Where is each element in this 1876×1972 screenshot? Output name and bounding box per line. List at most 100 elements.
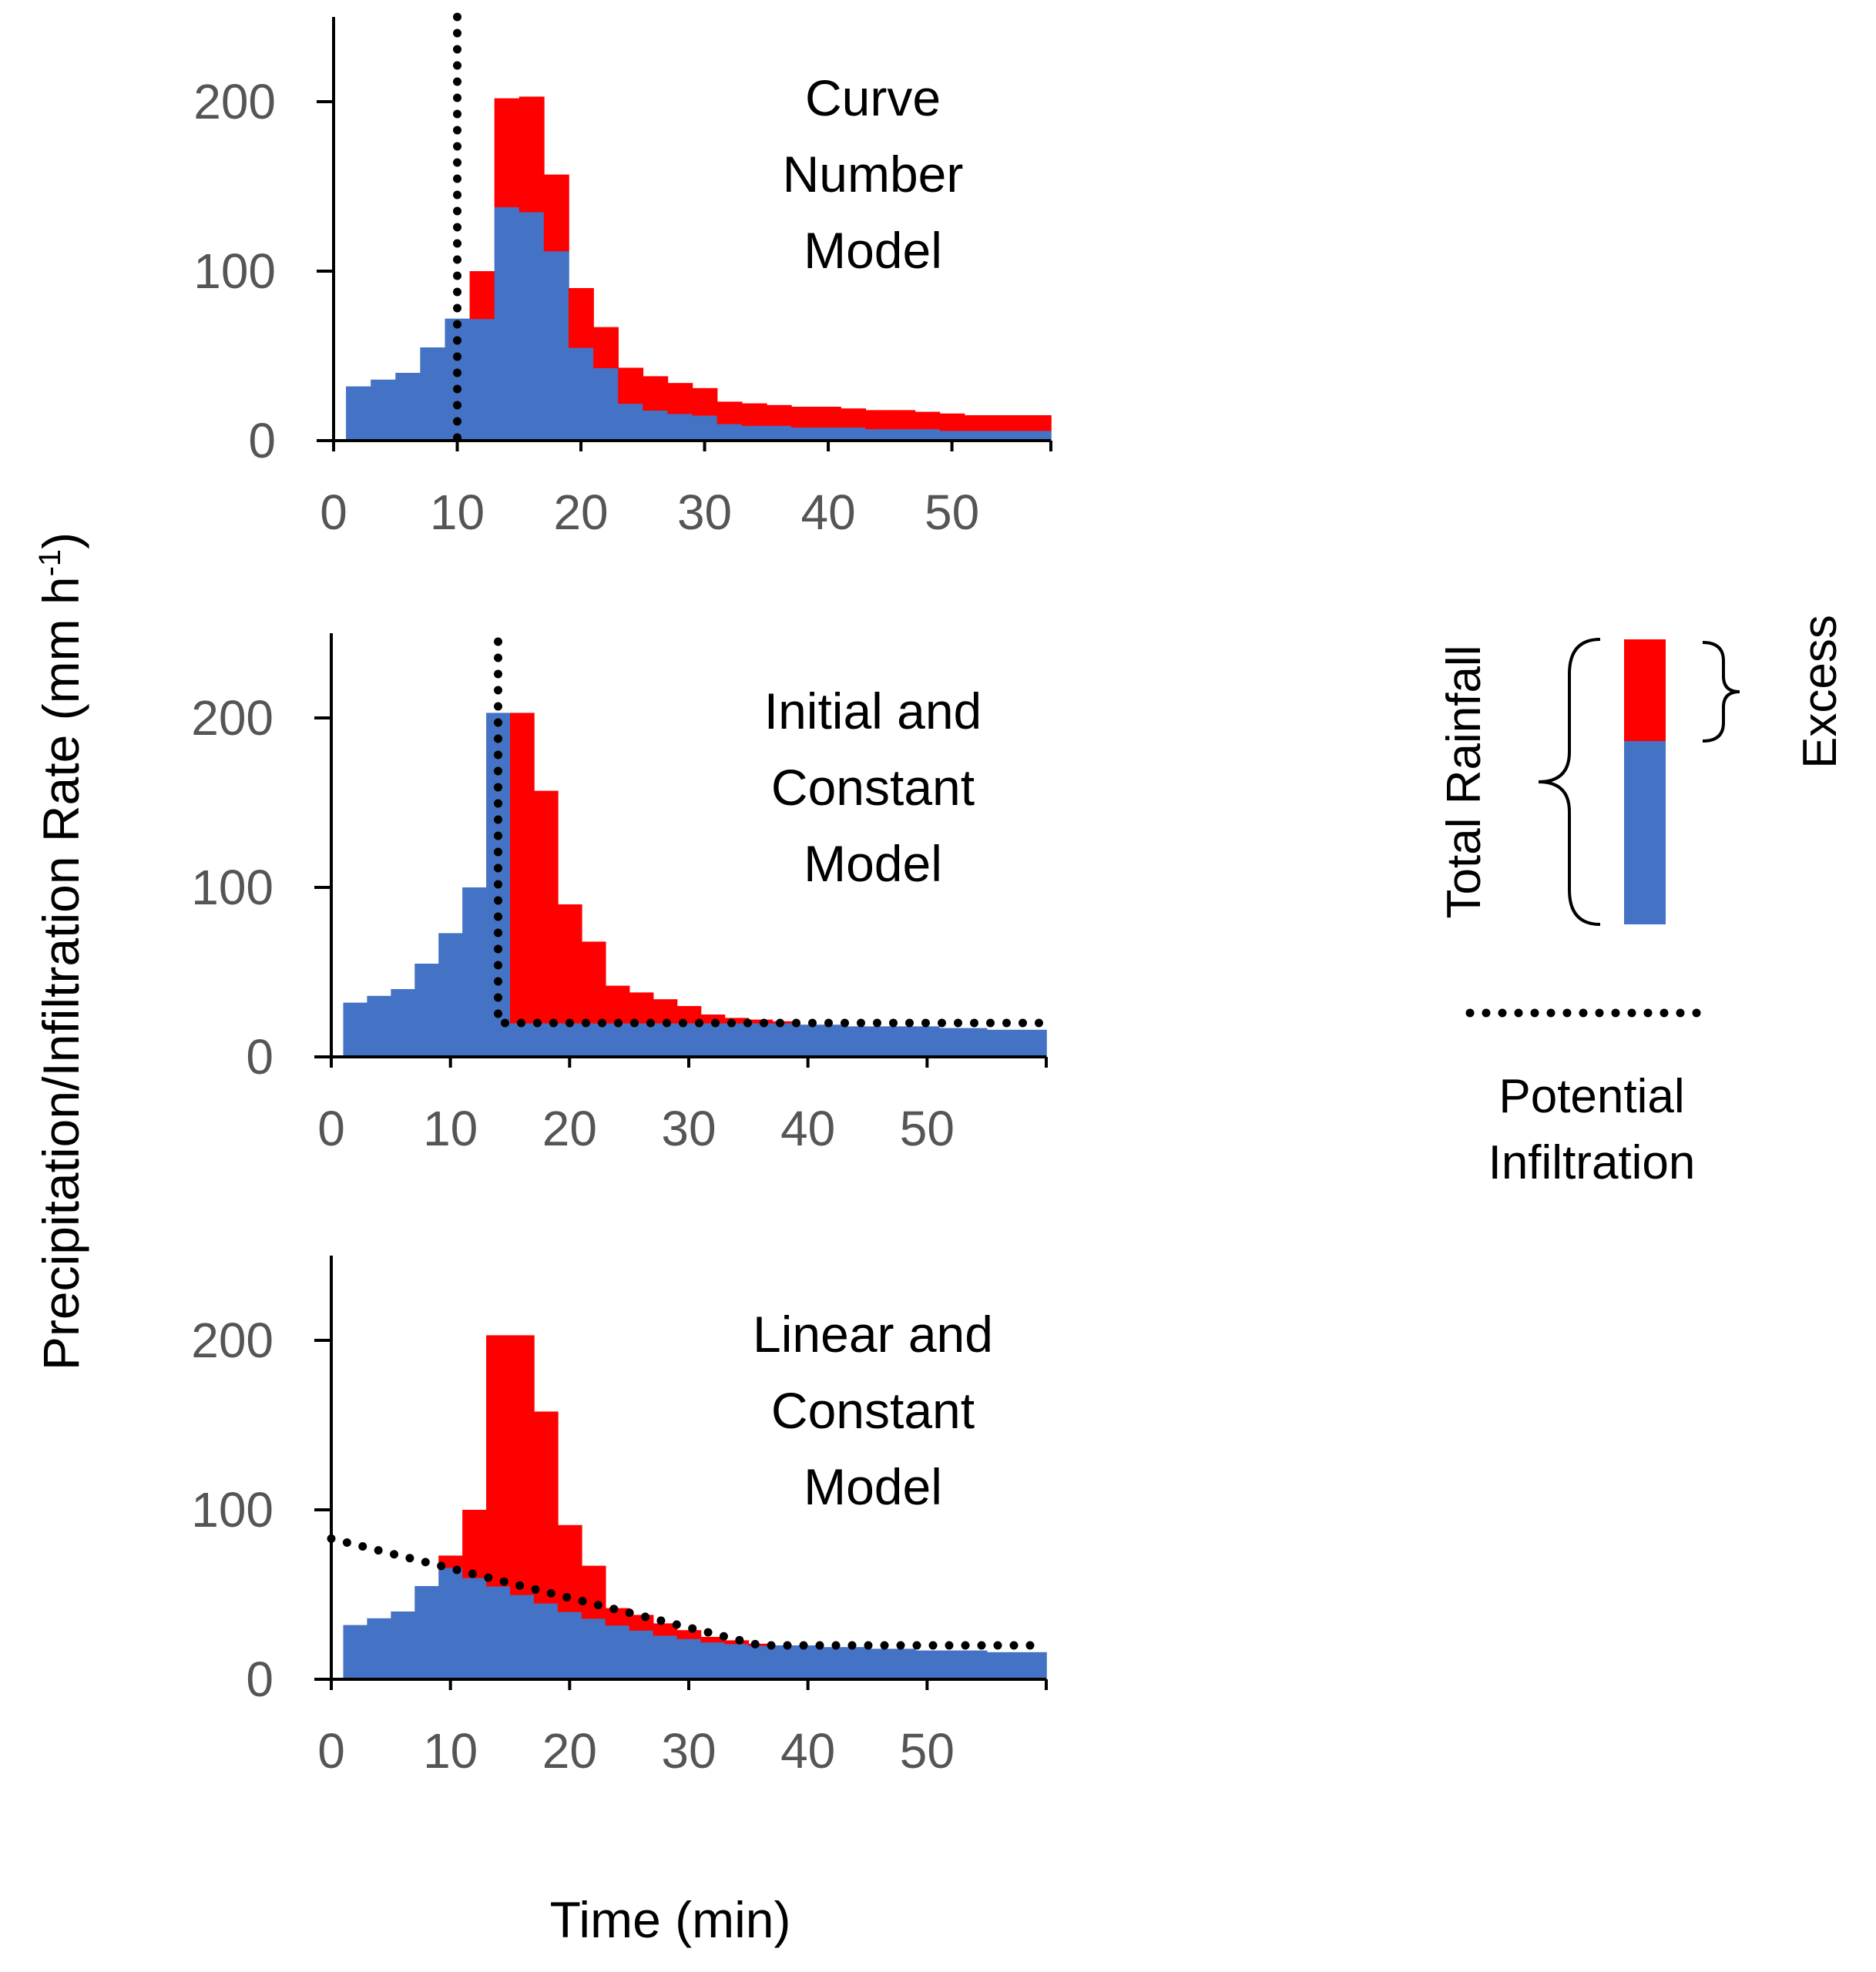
bar-infiltration bbox=[772, 1023, 797, 1057]
bar-infiltration bbox=[986, 1029, 1012, 1057]
bar-infiltration bbox=[964, 430, 990, 441]
y-tick-label: 0 bbox=[248, 413, 276, 468]
panel-title-line: Constant bbox=[771, 759, 975, 816]
bar-excess bbox=[841, 408, 867, 428]
bar-infiltration bbox=[790, 427, 817, 441]
bar-infiltration bbox=[796, 1025, 821, 1057]
panel-initial-constant: 0 100 200 0 10 20 30 40 50 Initial and Constant Mod… bbox=[191, 633, 1051, 1156]
bar-infiltration bbox=[865, 428, 891, 441]
bar-excess bbox=[741, 403, 767, 426]
bar-infiltration bbox=[820, 1025, 844, 1057]
bar-excess bbox=[462, 1510, 487, 1578]
x-tick-label: 50 bbox=[925, 485, 979, 540]
x-tick-label: 40 bbox=[800, 485, 855, 540]
bar-infiltration bbox=[367, 995, 392, 1057]
bar-infiltration bbox=[844, 1647, 868, 1679]
bar-excess bbox=[988, 415, 1015, 431]
x-tick-label: 10 bbox=[430, 485, 485, 540]
bar-infiltration bbox=[1010, 1029, 1047, 1057]
y-tick-label: 100 bbox=[191, 860, 274, 915]
panel-title-line: Initial and bbox=[764, 682, 982, 740]
bar-excess bbox=[766, 404, 792, 426]
bar-excess bbox=[643, 376, 669, 411]
x-tick-label: 50 bbox=[900, 1101, 955, 1156]
bar-excess bbox=[469, 271, 495, 320]
bar-infiltration bbox=[486, 1586, 511, 1679]
bar-infiltration bbox=[438, 933, 463, 1057]
bar-excess bbox=[605, 985, 630, 1024]
bar-infiltration bbox=[605, 1625, 630, 1679]
x-tick-label: 10 bbox=[423, 1101, 478, 1156]
bar-infiltration bbox=[915, 428, 941, 441]
bar-infiltration bbox=[796, 1645, 821, 1679]
bar-excess bbox=[915, 411, 941, 430]
bar-infiltration bbox=[557, 1611, 582, 1679]
bar-excess bbox=[593, 327, 619, 368]
bar-infiltration bbox=[414, 964, 439, 1057]
bar-excess bbox=[629, 992, 654, 1024]
bar-infiltration bbox=[391, 989, 416, 1057]
x-tick-label: 40 bbox=[780, 1101, 835, 1156]
x-tick-label: 20 bbox=[553, 485, 608, 540]
legend-excess-brace bbox=[1702, 641, 1740, 743]
x-tick-label: 0 bbox=[317, 1723, 345, 1779]
bar-excess bbox=[964, 415, 990, 431]
bar-infiltration bbox=[643, 410, 669, 441]
x-tick-label: 0 bbox=[320, 485, 347, 540]
bar-infiltration bbox=[890, 428, 916, 441]
bar-infiltration bbox=[367, 1618, 392, 1679]
panel-title-line: Model bbox=[804, 835, 942, 892]
bar-infiltration bbox=[469, 318, 495, 441]
x-tick-label: 0 bbox=[317, 1101, 345, 1156]
bar-excess bbox=[486, 1335, 511, 1587]
bar-excess bbox=[494, 98, 520, 207]
panel-title-line: Curve bbox=[805, 69, 941, 126]
panel-title: Linear and Constant Model bbox=[753, 1306, 993, 1515]
bar-infiltration bbox=[891, 1648, 916, 1679]
bar-infiltration bbox=[692, 415, 718, 441]
bar-infiltration bbox=[915, 1650, 940, 1679]
bar-infiltration bbox=[938, 1650, 964, 1679]
bar-infiltration bbox=[343, 1625, 368, 1679]
legend-potential-label-2: Infiltration bbox=[1488, 1136, 1696, 1189]
bar-excess bbox=[816, 407, 841, 428]
bar-infiltration bbox=[766, 425, 792, 441]
bar-excess bbox=[543, 174, 569, 252]
bar-infiltration bbox=[371, 379, 397, 441]
x-tick-label: 30 bbox=[677, 485, 732, 540]
y-axis-title: Precipitation/Infiltration Rate (mm h-1) bbox=[32, 532, 89, 1370]
bar-infiltration bbox=[543, 250, 569, 441]
panel-title: Initial and Constant Model bbox=[764, 682, 982, 892]
bar-infiltration bbox=[343, 1002, 368, 1057]
bar-excess bbox=[605, 1608, 630, 1626]
bar-infiltration bbox=[593, 367, 619, 441]
bar-infiltration bbox=[581, 1023, 606, 1057]
bar-infiltration bbox=[391, 1611, 416, 1679]
bar-infiltration bbox=[962, 1028, 988, 1057]
legend-excess-swatch bbox=[1624, 639, 1666, 741]
bar-infiltration bbox=[915, 1026, 940, 1057]
bar-infiltration bbox=[938, 1028, 964, 1057]
bar-infiltration bbox=[676, 1023, 702, 1057]
y-tick-label: 200 bbox=[193, 74, 276, 129]
potential-infiltration-line bbox=[327, 1534, 1051, 1650]
x-tick-label: 20 bbox=[542, 1101, 597, 1156]
bar-infiltration bbox=[395, 373, 421, 441]
panel-title-line: Model bbox=[804, 222, 942, 279]
y-tick-label: 0 bbox=[246, 1029, 274, 1085]
bar-excess bbox=[890, 410, 916, 430]
bar-excess bbox=[581, 1565, 606, 1619]
bar-infiltration bbox=[618, 403, 644, 441]
bar-excess bbox=[865, 410, 891, 430]
potential-infiltration-line bbox=[494, 637, 1051, 1028]
legend-potential-label-1: Potential bbox=[1498, 1070, 1684, 1123]
y-tick-label: 200 bbox=[191, 690, 274, 746]
bar-infiltration bbox=[462, 887, 487, 1057]
legend-infiltration-swatch bbox=[1624, 741, 1666, 924]
bar-infiltration bbox=[939, 430, 965, 441]
bar-infiltration bbox=[1013, 430, 1052, 441]
bar-excess bbox=[581, 941, 606, 1024]
bar-excess bbox=[939, 413, 965, 431]
legend-total-rainfall-label: Total Rainfall bbox=[1438, 646, 1491, 919]
